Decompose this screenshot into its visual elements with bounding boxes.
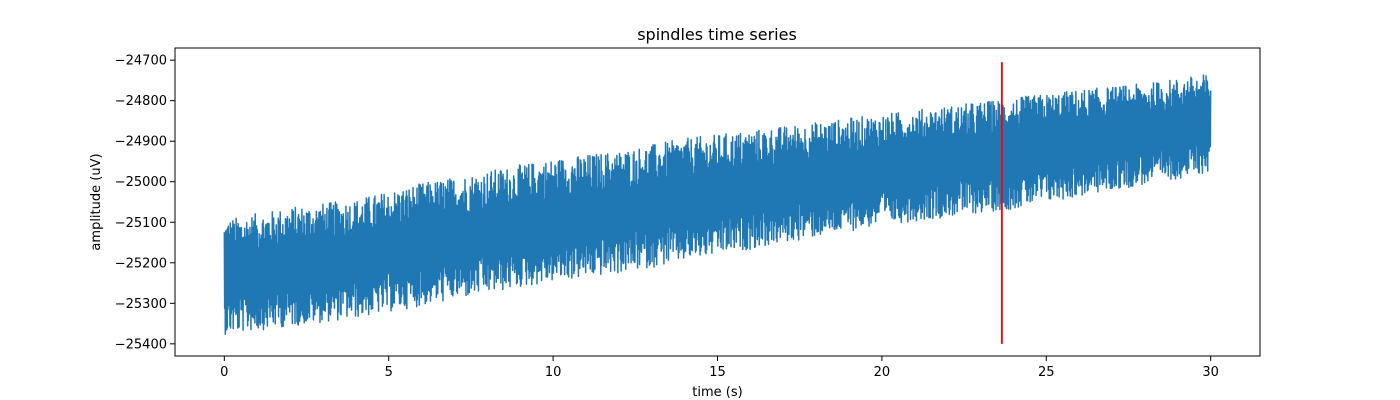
y-tick-label: −24800 — [115, 94, 167, 109]
x-tick-label: 30 — [1202, 365, 1219, 380]
y-tick-label: −25100 — [115, 216, 167, 231]
x-tick-label: 15 — [709, 365, 726, 380]
y-tick-label: −25200 — [115, 256, 167, 271]
x-tick-label: 25 — [1038, 365, 1055, 380]
x-tick-label: 5 — [385, 365, 393, 380]
x-axis: 0 5 10 15 20 25 30 — [220, 356, 1219, 380]
y-tick-label: −25000 — [115, 175, 167, 190]
y-tick-label: −24700 — [115, 54, 167, 69]
x-tick-label: 0 — [220, 365, 228, 380]
x-tick-label: 10 — [545, 365, 562, 380]
chart-title: spindles time series — [637, 25, 797, 44]
y-axis-label: amplitude (uV) — [89, 153, 104, 250]
series-line-1 — [223, 74, 1212, 336]
x-tick-label: 20 — [874, 365, 891, 380]
y-tick-label: −25400 — [115, 337, 167, 352]
y-axis: −25400 −25300 −25200 −25100 −25000 −24900 −248… — [115, 54, 175, 352]
plot-area — [223, 62, 1212, 344]
x-axis-label: time (s) — [692, 385, 742, 400]
y-tick-label: −24900 — [115, 135, 167, 150]
y-tick-label: −25300 — [115, 297, 167, 312]
